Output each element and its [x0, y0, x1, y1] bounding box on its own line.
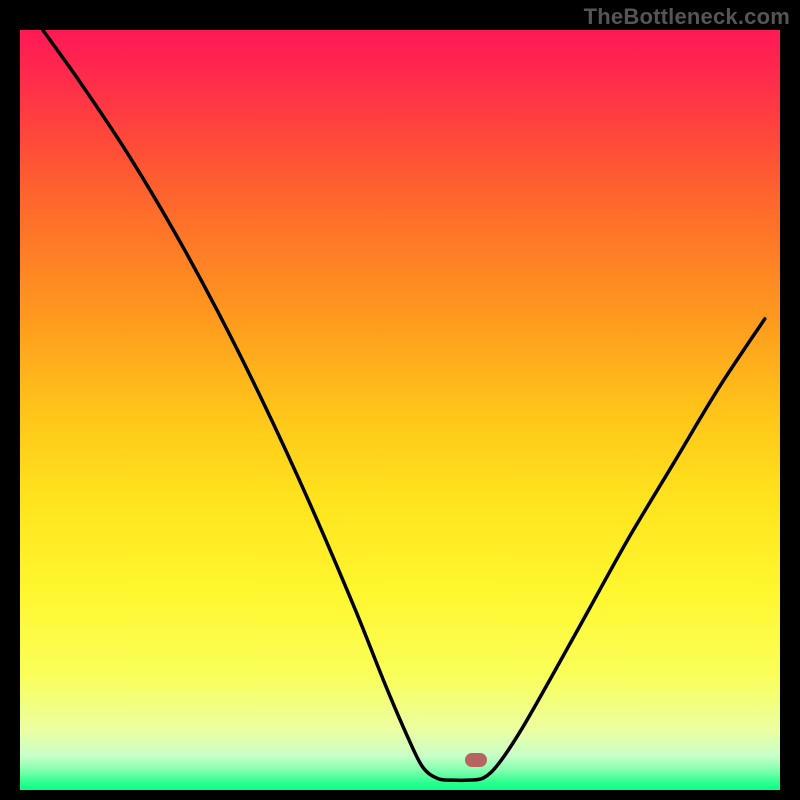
watermark-text: TheBottleneck.com [584, 4, 790, 30]
plot-area [20, 30, 780, 770]
chart-frame: TheBottleneck.com [0, 0, 800, 800]
background-gradient [20, 30, 780, 790]
optimal-point-marker [465, 753, 487, 767]
